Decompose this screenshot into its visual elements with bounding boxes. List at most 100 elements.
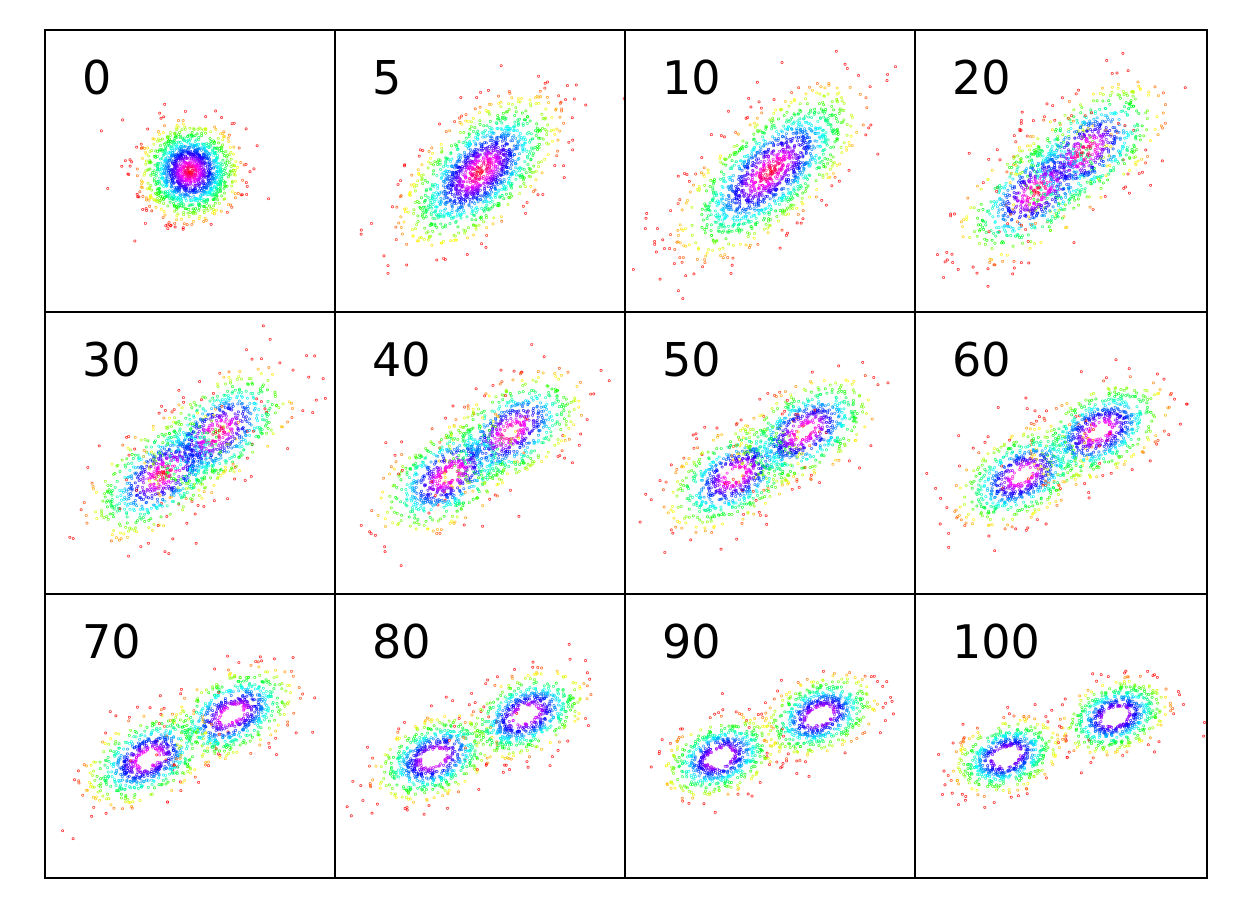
data-point — [679, 227, 683, 231]
data-point — [467, 161, 470, 164]
data-point — [544, 116, 548, 120]
data-point — [168, 134, 172, 137]
data-point — [536, 128, 540, 132]
data-point — [248, 170, 252, 174]
data-point — [711, 249, 714, 252]
data-point — [536, 148, 539, 152]
data-point — [564, 98, 567, 102]
data-point — [503, 180, 506, 184]
data-point — [444, 207, 447, 211]
data-point — [482, 124, 486, 128]
data-point — [217, 201, 221, 205]
data-point — [222, 197, 226, 201]
data-point — [175, 214, 179, 218]
data-point — [984, 231, 988, 234]
data-point — [732, 219, 736, 222]
data-point — [721, 162, 725, 166]
data-point — [173, 155, 177, 159]
data-point — [177, 202, 181, 206]
data-point — [210, 161, 214, 164]
data-point — [1068, 118, 1072, 122]
data-point — [158, 132, 161, 136]
data-point — [208, 153, 212, 157]
data-point — [738, 202, 742, 206]
data-point — [787, 104, 791, 108]
data-point — [826, 157, 829, 161]
data-point — [474, 175, 478, 178]
data-point — [796, 188, 800, 192]
data-point — [201, 186, 205, 189]
data-point — [479, 166, 483, 170]
data-point — [403, 163, 407, 167]
data-point — [509, 139, 513, 143]
data-point — [476, 186, 480, 190]
data-point — [1126, 132, 1130, 136]
data-point — [469, 148, 473, 152]
data-point — [1134, 137, 1138, 141]
data-point — [1023, 199, 1027, 203]
data-point — [443, 189, 447, 193]
data-point — [156, 165, 159, 169]
data-point — [778, 246, 782, 250]
data-point — [170, 175, 173, 179]
data-point — [493, 194, 497, 198]
data-point — [739, 211, 742, 215]
data-point — [755, 151, 759, 154]
data-point — [710, 133, 713, 137]
data-point — [491, 182, 495, 186]
data-point — [547, 101, 551, 105]
data-point — [445, 172, 449, 176]
data-point — [464, 170, 467, 174]
data-point — [1058, 165, 1061, 169]
data-point — [830, 100, 834, 104]
data-point — [835, 127, 839, 131]
data-point — [218, 190, 222, 194]
data-point — [523, 185, 527, 189]
data-point — [812, 113, 816, 116]
data-point — [700, 213, 704, 216]
data-point — [156, 155, 159, 158]
data-point — [474, 227, 478, 231]
data-point — [214, 186, 218, 189]
data-point — [798, 155, 801, 159]
data-point — [482, 130, 486, 134]
data-point — [175, 207, 178, 211]
data-point — [755, 158, 758, 162]
data-point — [1093, 124, 1097, 128]
data-point — [188, 174, 191, 178]
data-point — [428, 205, 432, 209]
data-point — [454, 201, 458, 205]
data-point — [399, 179, 402, 182]
data-point — [194, 196, 198, 200]
data-point — [726, 256, 730, 259]
data-point — [847, 140, 851, 144]
data-point — [483, 141, 487, 144]
data-point — [676, 202, 680, 205]
data-point — [504, 151, 508, 154]
data-point — [495, 175, 499, 179]
data-point — [210, 148, 214, 152]
data-point — [763, 200, 766, 204]
data-point — [1124, 92, 1128, 95]
data-point — [187, 208, 190, 211]
data-point — [724, 216, 727, 219]
data-point — [183, 160, 187, 164]
data-point — [992, 200, 996, 203]
data-point — [716, 199, 719, 203]
data-point — [478, 142, 482, 145]
data-point — [745, 192, 748, 196]
data-point — [755, 171, 759, 175]
data-point — [722, 211, 726, 215]
data-point — [868, 85, 872, 89]
data-point — [773, 164, 777, 168]
data-point — [472, 213, 476, 217]
data-point — [820, 140, 824, 144]
data-point — [739, 147, 743, 151]
data-point — [785, 118, 789, 122]
data-point — [739, 242, 742, 246]
data-point — [178, 186, 182, 189]
data-point — [178, 145, 182, 148]
data-point — [772, 98, 776, 101]
data-point — [534, 96, 537, 100]
data-point — [510, 135, 514, 139]
